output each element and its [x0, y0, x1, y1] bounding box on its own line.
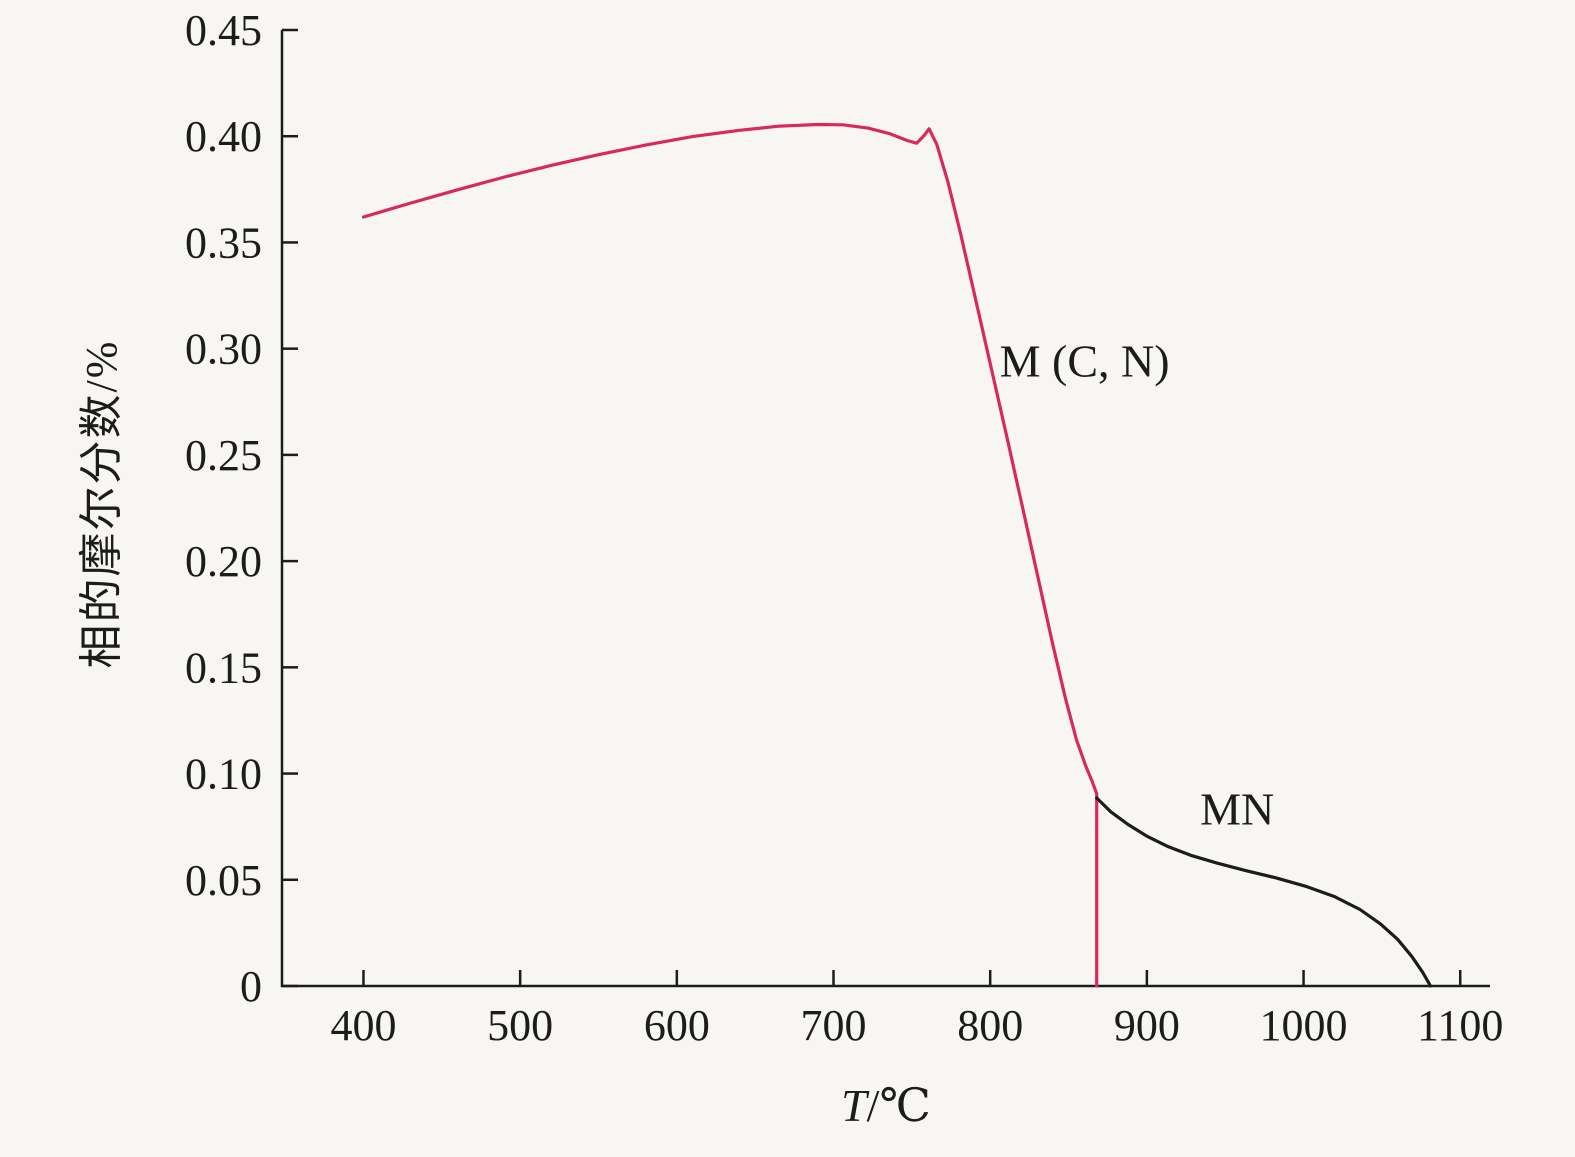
y-tick-label: 0.30 — [185, 325, 262, 374]
x-tick-label: 400 — [330, 1001, 396, 1050]
y-tick-label: 0.35 — [185, 218, 262, 267]
y-tick-label: 0.10 — [185, 750, 262, 799]
x-tick-label: 1100 — [1417, 1001, 1503, 1050]
x-tick-label: 600 — [644, 1001, 710, 1050]
y-tick-label: 0.05 — [185, 856, 262, 905]
curve-label: MN — [1200, 784, 1274, 835]
y-tick-label: 0.20 — [185, 537, 262, 586]
x-tick-label: 800 — [957, 1001, 1023, 1050]
y-axis-title: 相的摩尔分数/% — [77, 339, 126, 669]
x-axis-title: T/℃ — [282, 1078, 1490, 1132]
x-tick-label: 1000 — [1260, 1001, 1348, 1050]
y-tick-label: 0 — [240, 962, 262, 1011]
y-tick-label: 0.40 — [185, 112, 262, 161]
y-tick-label: 0.25 — [185, 431, 262, 480]
series-mn — [1095, 796, 1433, 988]
x-axis-title-symbol: T — [841, 1080, 867, 1131]
series-m-c-n- — [361, 122, 1099, 988]
x-axis-title-unit: /℃ — [866, 1080, 931, 1131]
x-tick-label: 500 — [487, 1001, 553, 1050]
y-tick-label: 0.45 — [185, 6, 262, 55]
x-tick-label: 700 — [801, 1001, 867, 1050]
axes-frame — [280, 30, 1490, 988]
x-tick-label: 900 — [1114, 1001, 1180, 1050]
curve-label: M (C, N) — [1000, 335, 1170, 386]
y-tick-label: 0.15 — [185, 643, 262, 692]
